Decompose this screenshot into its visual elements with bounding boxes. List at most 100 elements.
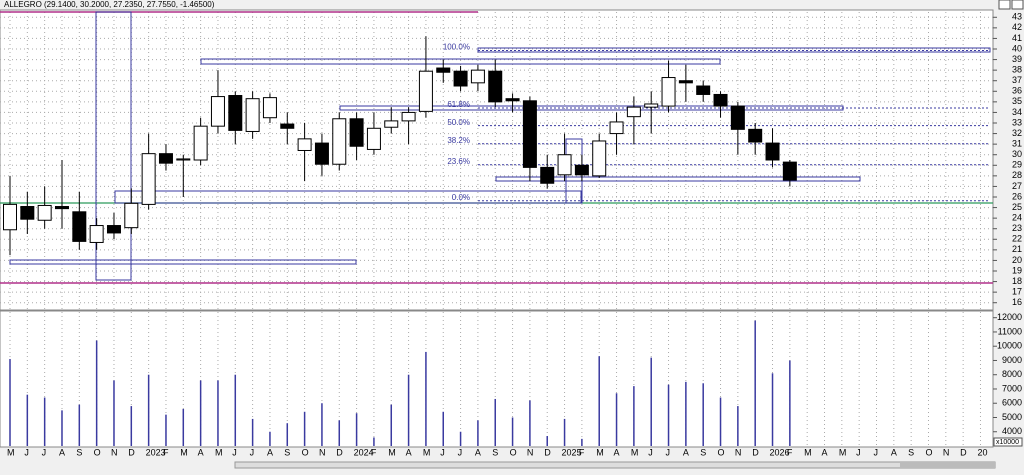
y-tick-label: 40 — [1012, 43, 1022, 53]
y-tick-label: 9000 — [1002, 355, 1022, 365]
y-tick-label: 41 — [1012, 33, 1022, 43]
y-tick-label: 32 — [1012, 128, 1022, 138]
restore-button[interactable] — [998, 0, 1011, 10]
candle-body — [89, 225, 104, 243]
candle-body — [106, 225, 121, 234]
candle-body — [644, 103, 659, 108]
fib-label: 50.0% — [447, 118, 470, 127]
volume-bar — [147, 374, 150, 446]
y-tick-label: 22 — [1012, 234, 1022, 244]
volume-bar — [234, 374, 237, 446]
volume-bar — [667, 384, 670, 446]
volume-bar — [459, 431, 462, 446]
candle-body — [72, 211, 87, 242]
candle-body — [661, 77, 676, 107]
y-tick-label: 27 — [1012, 181, 1022, 191]
candle-body — [280, 123, 295, 129]
y-tick-label: 36 — [1012, 86, 1022, 96]
volume-bar — [217, 380, 219, 446]
volume-bar — [321, 403, 323, 446]
volume-bar — [563, 418, 566, 446]
volume-bar — [78, 404, 81, 446]
candle-body — [210, 96, 225, 127]
y-tick-label: 18 — [1012, 276, 1022, 286]
y-tick-label: 11000 — [998, 326, 1022, 336]
candle-body — [176, 158, 191, 161]
y-tick-label: 19 — [1012, 265, 1022, 275]
candle-body — [470, 69, 485, 84]
candle-body — [54, 206, 69, 210]
volume-bar — [529, 400, 531, 446]
x-tick-label: A — [59, 447, 65, 457]
scroll-thumb[interactable] — [900, 462, 995, 468]
x-tick-label: F — [371, 447, 377, 457]
candle-body — [748, 128, 763, 143]
x-tick-label: J — [666, 447, 671, 457]
y-tick-label: 7000 — [1002, 383, 1022, 393]
x-tick-label: A — [822, 447, 828, 457]
x-tick-label: O — [510, 447, 517, 457]
x-tick-label: J — [232, 447, 237, 457]
volume-bar — [737, 406, 739, 446]
fib-label: 38.2% — [447, 136, 470, 145]
candle-body — [384, 120, 399, 128]
y-tick-label: 43 — [1012, 12, 1022, 22]
volume-bar — [199, 380, 202, 446]
drawn-box — [200, 58, 721, 65]
volume-bar — [598, 356, 600, 446]
x-tick-label: 2023 — [146, 447, 166, 457]
x-tick-label: S — [908, 447, 914, 457]
close-button[interactable] — [1011, 0, 1024, 10]
x-tick-label: A — [475, 447, 481, 457]
candle-body — [20, 206, 35, 220]
x-tick-label: M — [388, 447, 396, 457]
candle-body — [782, 161, 797, 181]
candle-body — [609, 121, 624, 135]
fib-label: 0.0% — [452, 193, 470, 202]
volume-bar — [9, 359, 11, 446]
candle-body — [436, 67, 451, 73]
x-tick-label: N — [943, 447, 950, 457]
x-tick-label: J — [648, 447, 653, 457]
x-tick-label: O — [94, 447, 101, 457]
y-tick-label: 25 — [1012, 202, 1022, 212]
drawn-box — [9, 259, 357, 265]
y-tick-label: 38 — [1012, 65, 1022, 75]
x-tick-label: O — [925, 447, 932, 457]
volume-bar — [442, 411, 444, 446]
fib-label: 61.8% — [447, 100, 470, 109]
x-tick-label: O — [718, 447, 725, 457]
x-tick-label: N — [111, 447, 118, 457]
volume-bar — [130, 406, 133, 446]
volume-bar — [43, 397, 46, 446]
candle-body — [713, 93, 728, 107]
y-tick-label: 23 — [1012, 223, 1022, 233]
y-tick-label: 42 — [1012, 22, 1022, 32]
candle-body — [349, 118, 364, 147]
volume-bar — [61, 410, 63, 446]
candle-body — [262, 97, 277, 119]
y-tick-label: 31 — [1012, 139, 1022, 149]
y-tick-label: 17 — [1012, 287, 1022, 297]
x-tick-label: M — [631, 447, 639, 457]
y-tick-label: 10000 — [997, 341, 1022, 351]
y-tick-label: 26 — [1012, 191, 1022, 201]
scrollbar[interactable] — [234, 461, 996, 469]
drawn-boxes — [9, 11, 991, 281]
x-tick-label: F — [787, 447, 793, 457]
x-tick-label: 20 — [977, 447, 987, 457]
y-tick-label: 29 — [1012, 160, 1022, 170]
y-tick-label: 39 — [1012, 54, 1022, 64]
volume-bar — [95, 340, 98, 446]
x-tick-label: A — [267, 447, 273, 457]
candle-body — [678, 80, 693, 84]
y-tick-label: 20 — [1012, 255, 1022, 265]
y-tick-label: 5000 — [1002, 412, 1022, 422]
y-tick-label: 28 — [1012, 170, 1022, 180]
candle-body — [37, 204, 52, 221]
x-tick-label: F — [579, 447, 585, 457]
volume-unit: x10000 — [996, 439, 1019, 446]
candle-body — [3, 203, 17, 231]
volume-bar — [303, 411, 306, 446]
